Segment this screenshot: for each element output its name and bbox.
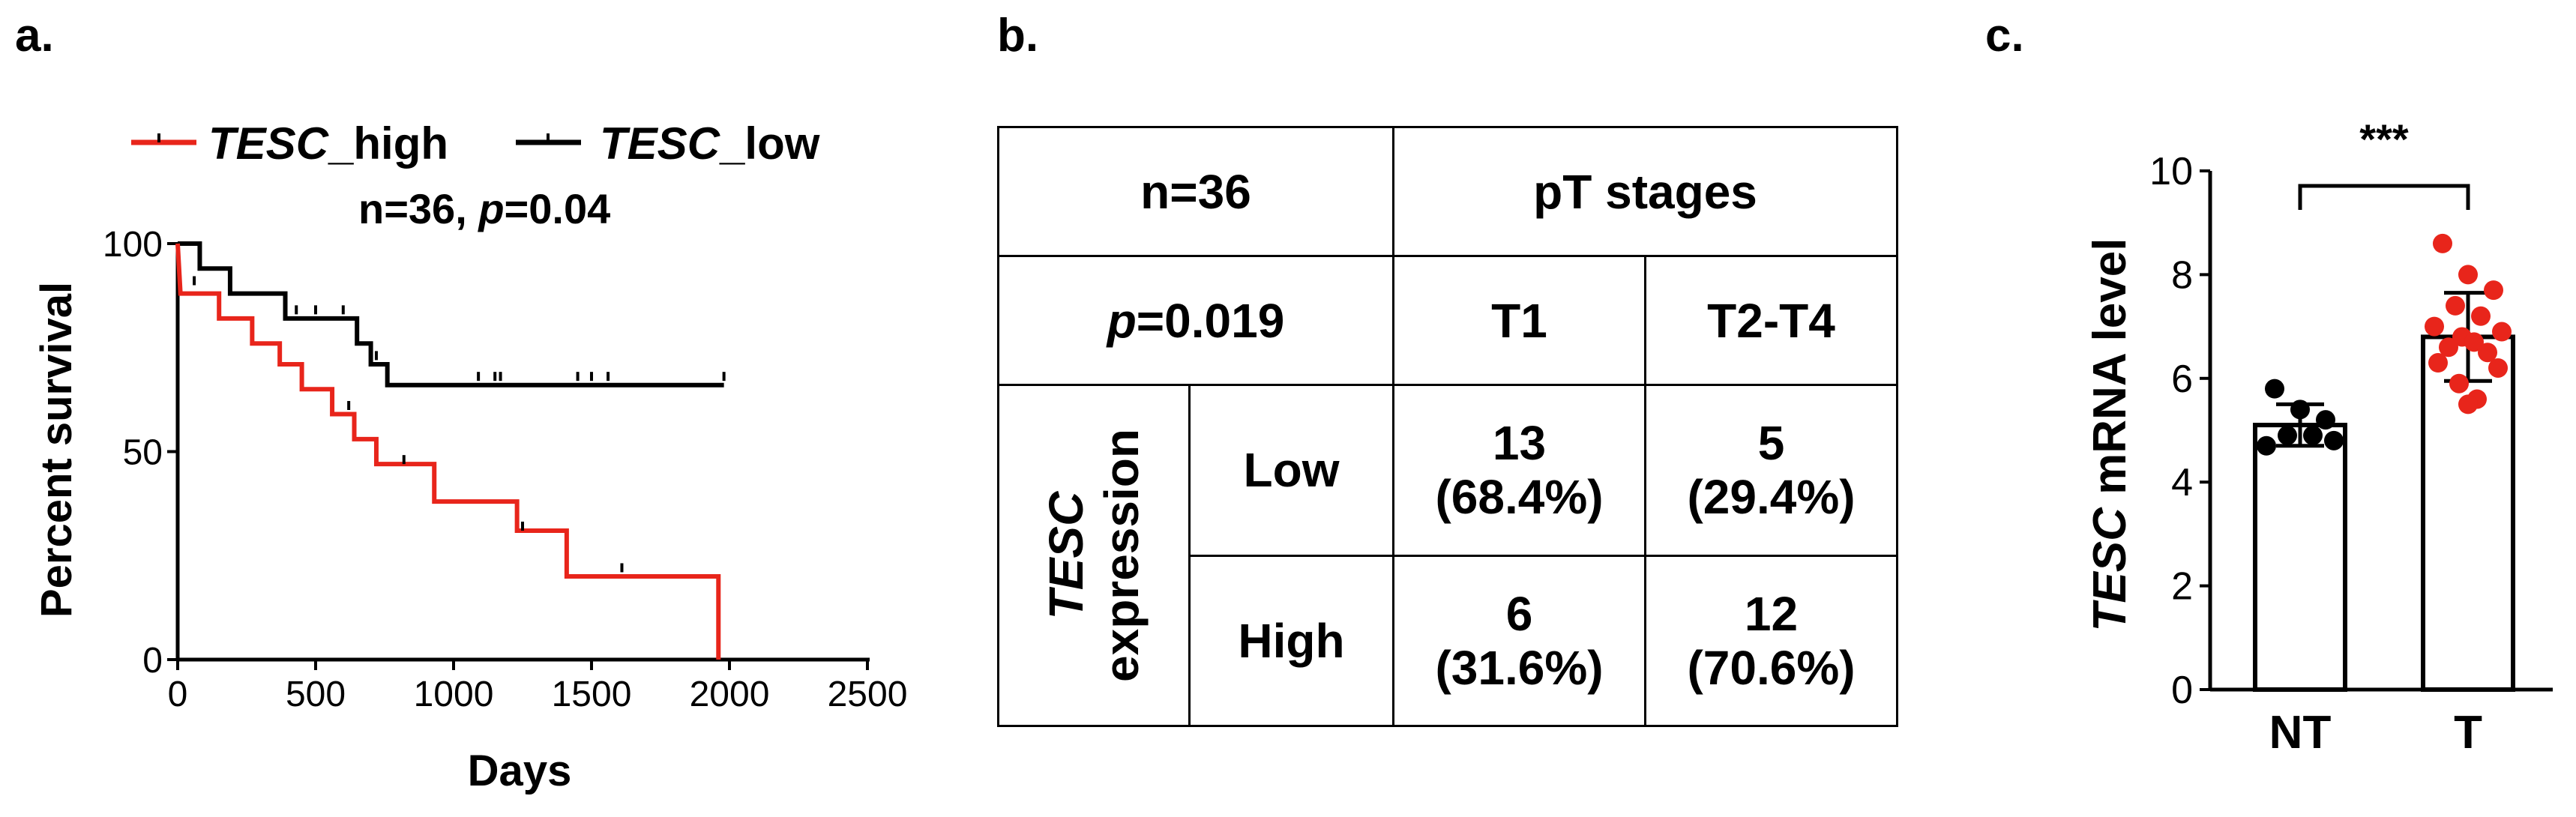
data-point-T xyxy=(2428,353,2448,373)
stat-p-value: =0.04 xyxy=(505,185,611,232)
legend-label-low: TESC_low xyxy=(600,118,820,169)
cell-low-t2-pct: (29.4%) xyxy=(1687,470,1856,525)
stat-n: n=36, xyxy=(358,185,478,232)
x-tick-label: 0 xyxy=(168,675,188,714)
data-point-NT xyxy=(2265,379,2284,399)
panel-c-label: c. xyxy=(1985,10,2024,61)
data-point-NT xyxy=(2278,425,2297,445)
legend: TESC_high TESC_low xyxy=(131,118,820,169)
bar-y-tick-label: 0 xyxy=(2171,669,2193,712)
data-point-NT xyxy=(2303,425,2323,445)
data-point-T xyxy=(2433,233,2452,253)
data-point-NT xyxy=(2316,410,2335,430)
legend-suffix-high: _high xyxy=(328,118,448,169)
table-row-high: High xyxy=(1188,554,1394,727)
data-point-NT xyxy=(2324,430,2344,450)
row-group-gene: TESC xyxy=(1039,491,1093,620)
bar-y-axis-gene: TESC xyxy=(2084,507,2136,632)
data-point-T xyxy=(2439,337,2458,358)
table-p-value: =0.019 xyxy=(1136,293,1285,348)
cell-high-t2-pct: (70.6%) xyxy=(1687,640,1856,695)
bar-y-tick-label: 4 xyxy=(2171,461,2193,504)
significance-stars: *** xyxy=(2359,115,2409,163)
data-point-T xyxy=(2484,280,2503,301)
x-tick-label: 1000 xyxy=(414,675,494,714)
bar-x-tick-label: T xyxy=(2454,707,2482,759)
table-col-t1: T1 xyxy=(1392,255,1646,386)
x-tick-label: 2500 xyxy=(828,675,908,714)
data-point-T xyxy=(2488,358,2508,378)
data-point-T xyxy=(2458,265,2478,285)
cell-low-t1-count: 13 xyxy=(1492,416,1547,471)
cell-low-t1-pct: (68.4%) xyxy=(1435,470,1604,525)
panel-a-label: a. xyxy=(15,10,54,61)
cell-high-t1-count: 6 xyxy=(1505,586,1533,641)
legend-label-high: TESC_high xyxy=(208,118,448,169)
table-col-t2-t4: T2-T4 xyxy=(1644,255,1898,386)
y-tick-label: 50 xyxy=(123,433,163,473)
x-tick-label: 2000 xyxy=(690,675,770,714)
data-point-T xyxy=(2425,316,2444,337)
data-point-T xyxy=(2478,343,2497,363)
data-point-T xyxy=(2449,373,2469,394)
x-tick-label: 1500 xyxy=(552,675,632,714)
data-point-NT xyxy=(2257,435,2276,456)
row-group-wrapper: TESC expression xyxy=(999,386,1188,725)
data-point-T xyxy=(2446,295,2465,316)
legend-gene-low: TESC xyxy=(600,118,721,169)
survival-y-axis-title: Percent survival xyxy=(32,282,81,618)
table-p-letter: p xyxy=(1107,293,1137,348)
y-tick-label: 100 xyxy=(103,225,163,265)
legend-item-high: TESC_high xyxy=(131,118,448,169)
y-tick-label: 0 xyxy=(142,641,163,681)
cell-low-t2: 5 (29.4%) xyxy=(1644,384,1898,557)
data-point-T xyxy=(2458,394,2478,414)
bar-y-tick-label: 6 xyxy=(2171,358,2193,401)
survival-line-high xyxy=(175,243,721,660)
bar-NT xyxy=(2253,423,2347,693)
bar-y-axis-rest: mRNA level xyxy=(2084,238,2136,508)
significance-bracket xyxy=(2298,184,2470,210)
x-tick-label: 500 xyxy=(286,675,346,714)
bar-x-tick-label: NT xyxy=(2269,707,2332,759)
survival-line-low xyxy=(178,241,724,388)
data-point-NT xyxy=(2290,400,2310,420)
bar-y-tick-label: 8 xyxy=(2171,253,2193,297)
cell-high-t2: 12 (70.6%) xyxy=(1644,554,1898,727)
stat-p-letter: p xyxy=(477,185,504,232)
survival-x-axis-title: Days xyxy=(468,747,572,795)
cell-low-t2-count: 5 xyxy=(1757,416,1785,471)
data-point-T xyxy=(2464,332,2484,352)
contingency-table: n=36 pT stages p=0.019 T1 T2-T4 TESC exp… xyxy=(997,126,1898,727)
bar-T xyxy=(2421,334,2515,692)
row-group-word: expression xyxy=(1095,429,1149,682)
table-row-low: Low xyxy=(1188,384,1394,557)
panel-b-label: b. xyxy=(997,10,1038,61)
data-point-T xyxy=(2471,306,2491,326)
cell-low-t1: 13 (68.4%) xyxy=(1392,384,1646,557)
survival-stat-annotation: n=36, p=0.04 xyxy=(358,185,610,232)
cell-high-t1-pct: (31.6%) xyxy=(1435,640,1604,695)
cell-high-t1: 6 (31.6%) xyxy=(1392,554,1646,727)
table-header-pt-stages: pT stages xyxy=(1392,126,1898,257)
legend-gene-high: TESC xyxy=(208,118,330,169)
bar-y-tick-label: 10 xyxy=(2149,150,2193,193)
legend-item-low: TESC_low xyxy=(516,118,820,169)
bar-y-tick-label: 2 xyxy=(2171,565,2193,609)
mrna-bar-chart: 0 2 4 6 8 10 TESC mRNA level NT T *** xyxy=(2084,115,2553,759)
table-row-group: TESC expression xyxy=(997,384,1191,727)
row-group-rotated: TESC expression xyxy=(1038,429,1149,682)
legend-suffix-low: _low xyxy=(719,118,820,169)
table-p-cell: p=0.019 xyxy=(997,255,1394,386)
bar-y-axis-title: TESC mRNA level xyxy=(2084,238,2136,632)
cell-high-t2-count: 12 xyxy=(1744,586,1799,641)
data-point-T xyxy=(2492,322,2512,342)
table-n-cell: n=36 xyxy=(997,126,1394,257)
